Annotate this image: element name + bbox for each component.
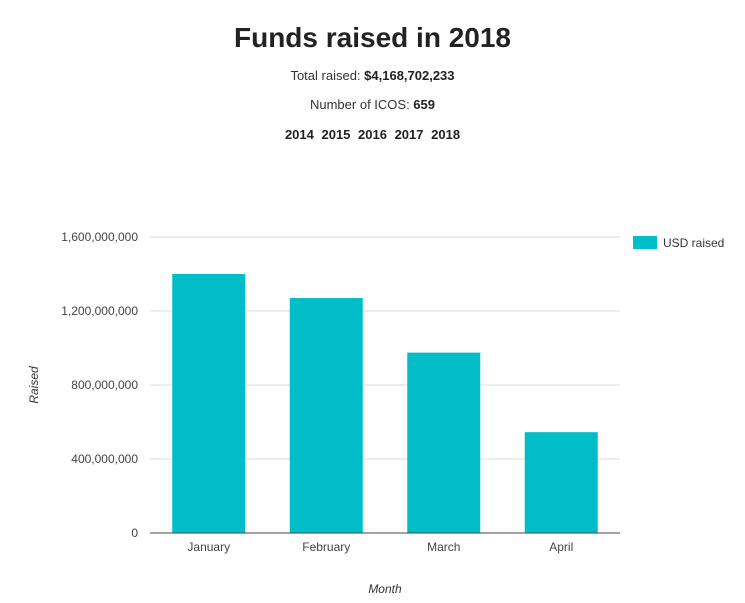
y-axis-title: Raised <box>27 366 41 404</box>
ico-count-stat: Number of ICOS: 659 <box>0 97 745 112</box>
y-tick-label: 800,000,000 <box>71 378 138 392</box>
y-tick-label: 1,600,000,000 <box>61 230 138 244</box>
total-raised-value: $4,168,702,233 <box>364 68 455 83</box>
year-selector: 2014 2015 2016 2017 2018 <box>0 127 745 142</box>
total-raised-label: Total raised: <box>290 68 365 83</box>
chart-title: Funds raised in 2018 <box>234 22 511 53</box>
x-tick-label: February <box>302 540 350 554</box>
x-tick-label: January <box>187 540 230 554</box>
y-tick-label: 0 <box>131 526 138 540</box>
bar-january <box>172 274 246 533</box>
bar-march <box>407 352 481 533</box>
x-tick-label: March <box>427 540 460 554</box>
y-tick-label: 1,200,000,000 <box>61 304 138 318</box>
x-axis-title: Month <box>368 582 402 596</box>
total-raised-stat: Total raised: $4,168,702,233 <box>0 68 745 83</box>
bar-february <box>289 298 363 533</box>
ico-count-label: Number of ICOS: <box>309 97 414 112</box>
legend-swatch <box>633 236 657 249</box>
legend-label: USD raised <box>663 236 724 250</box>
year-link-2018[interactable]: 2018 <box>431 127 461 142</box>
year-link-2014[interactable]: 2014 <box>284 127 314 142</box>
bar-april <box>524 432 598 533</box>
ico-count-value: 659 <box>413 97 435 112</box>
y-tick-label: 400,000,000 <box>71 452 138 466</box>
x-tick-label: April <box>549 540 573 554</box>
year-link-2015[interactable]: 2015 <box>321 127 351 142</box>
year-link-2017[interactable]: 2017 <box>394 127 424 142</box>
year-link-2016[interactable]: 2016 <box>358 127 387 142</box>
